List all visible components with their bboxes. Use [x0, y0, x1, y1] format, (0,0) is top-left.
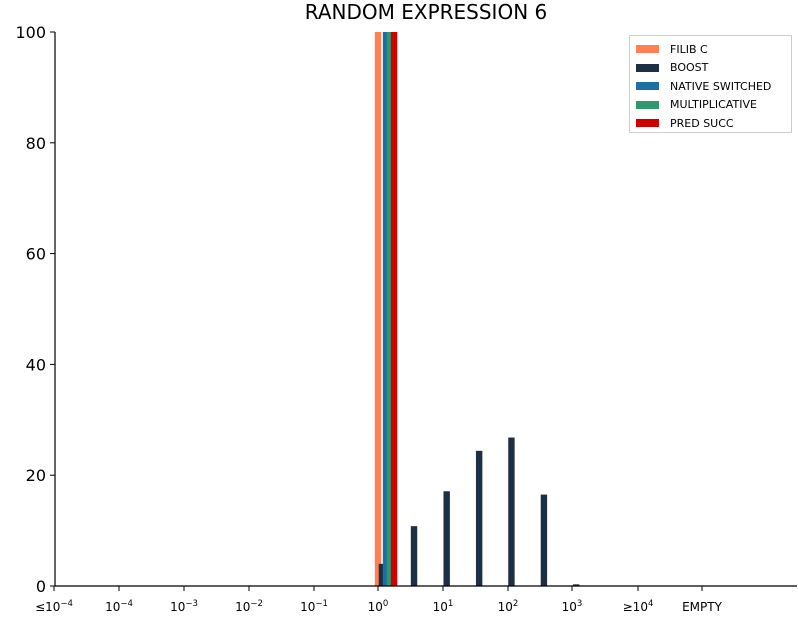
bars-group: [374, 32, 580, 586]
bar-boost-2: [443, 491, 450, 586]
x-tick-label: 103: [562, 599, 583, 614]
x-ticks-group: ≤10−4 10−4 10−3 10−2 10−1 100 101 102 103 ≥104 EMP…: [35, 586, 723, 614]
x-tick-label: 101: [433, 599, 454, 614]
bar-multiplicative-0: [386, 32, 394, 586]
y-tick-label: 60: [26, 245, 46, 264]
y-tick-label: 80: [26, 134, 46, 153]
x-tick-label: 10−1: [300, 599, 328, 614]
legend-swatch: [636, 82, 659, 91]
legend-label: NATIVE SWITCHED: [670, 79, 772, 93]
x-tick-label: 100: [368, 599, 389, 614]
x-tick-label: 102: [498, 599, 519, 614]
y-ticks-group: 0 20 40 60 80 100: [15, 23, 55, 596]
legend-item: BOOST: [636, 59, 791, 78]
legend-label: PRED SUCC: [670, 116, 734, 130]
x-tick-label: ≤10−4: [35, 599, 73, 614]
legend: FILIB C BOOST NATIVE SWITCHED MULTIPLICATIV…: [629, 35, 792, 133]
legend-swatch: [636, 119, 659, 128]
legend-swatch: [636, 63, 659, 72]
bar-boost-0: [378, 563, 386, 586]
y-tick-label: 40: [26, 355, 46, 374]
bar-boost-1: [410, 526, 418, 586]
bar-pred-succ-0: [390, 32, 398, 586]
bar-filib-c-0: [374, 32, 382, 586]
x-tick-label: 10−2: [235, 599, 263, 614]
chart-title: RANDOM EXPRESSION 6: [305, 0, 548, 24]
bar-boost-4: [508, 437, 515, 586]
x-tick-label: EMPTY: [682, 600, 723, 614]
y-tick-label: 100: [15, 23, 46, 42]
x-tick-label: 10−3: [170, 599, 198, 614]
legend-item: PRED SUCC: [636, 114, 791, 133]
x-tick-label: 10−4: [105, 599, 133, 614]
y-tick-label: 20: [26, 466, 46, 485]
legend-label: MULTIPLICATIVE: [670, 98, 757, 112]
bar-native-switched-0: [382, 32, 390, 586]
legend-item: NATIVE SWITCHED: [636, 77, 791, 96]
bar-boost-3: [475, 450, 483, 586]
legend-swatch: [636, 45, 659, 54]
x-tick-label: ≥104: [623, 599, 654, 614]
bar-boost-6: [572, 584, 580, 586]
legend-label: BOOST: [670, 61, 709, 75]
legend-item: FILIB C: [636, 40, 791, 59]
legend-swatch: [636, 100, 659, 109]
legend-item: MULTIPLICATIVE: [636, 96, 791, 115]
y-tick-label: 0: [36, 577, 46, 596]
legend-label: FILIB C: [670, 42, 708, 56]
bar-boost-5: [540, 494, 548, 586]
